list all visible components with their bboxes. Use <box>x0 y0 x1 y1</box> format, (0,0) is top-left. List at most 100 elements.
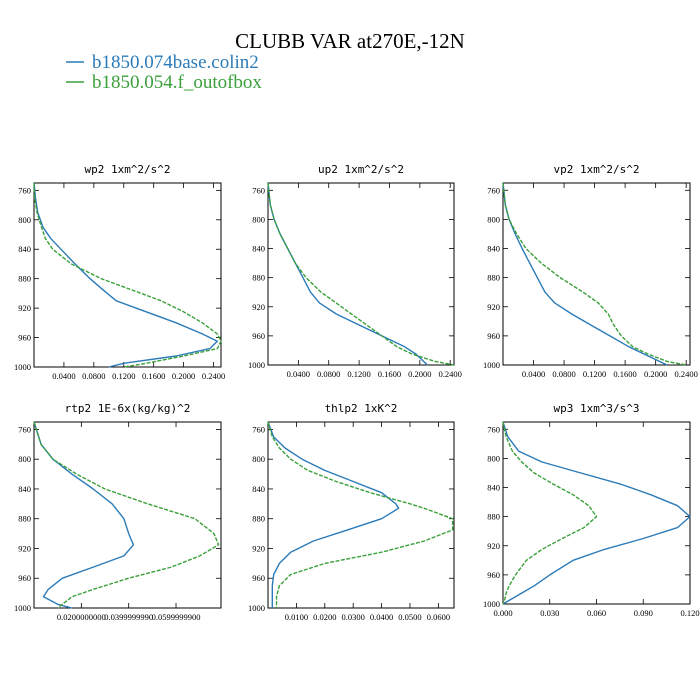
x-tick-label: 0.0300 <box>342 612 365 622</box>
series-line-outofbox <box>267 421 454 608</box>
plot-frame <box>502 182 691 366</box>
y-tick-label: 760 <box>252 185 265 195</box>
x-tick-label: 0.0599999900 <box>152 612 201 622</box>
panel-title: rtp2 1E-6x(kg/kg)^2 <box>65 402 191 415</box>
series-line-outofbox <box>33 182 222 368</box>
x-tick-label: 0.0200 <box>313 612 336 622</box>
y-tick-label: 760 <box>18 424 31 434</box>
panel-title: thlp2 1xK^2 <box>325 402 398 415</box>
y-tick-label: 800 <box>487 214 500 224</box>
series-line-outofbox <box>502 421 598 605</box>
panel-vp2: vp2 1xm^2/s^2 760 800 840 880 920 960 1000 0.040… <box>483 163 698 379</box>
y-tick-label: 800 <box>252 214 265 224</box>
y-tick-label: 1000 <box>248 360 265 370</box>
panel-wp3: wp3 1xm^3/s^3 760 800 840 880 920 960 10000.000… <box>483 402 700 618</box>
plot-frame <box>267 182 455 366</box>
series-line-base <box>33 182 219 368</box>
y-tick-label: 760 <box>487 424 500 434</box>
y-tick-label: 760 <box>18 185 31 195</box>
y-tick-label: 880 <box>18 514 31 524</box>
x-tick-label: 0.2400 <box>439 369 462 379</box>
y-tick-label: 1000 <box>483 599 500 609</box>
y-tick-label: 760 <box>252 424 265 434</box>
x-tick-label: 0.0400 <box>52 371 75 381</box>
y-tick-label: 840 <box>18 244 31 254</box>
y-tick-label: 800 <box>18 215 31 225</box>
panel-title: up2 1xm^2/s^2 <box>318 163 404 176</box>
y-tick-label: 880 <box>487 273 500 283</box>
x-tick-label: 0.0200000000 <box>57 612 106 622</box>
panel-title: wp3 1xm^3/s^3 <box>553 402 639 415</box>
y-tick-label: 880 <box>252 273 265 283</box>
y-tick-label: 840 <box>487 244 500 254</box>
x-tick-label: 0.1600 <box>613 369 636 379</box>
x-tick-label: 0.0400 <box>287 369 310 379</box>
panel-thlp2: thlp2 1xK^2 760 800 840 880 920 960 1000 0.0100 0… <box>248 402 455 622</box>
x-tick-label: 0.0800 <box>317 369 340 379</box>
y-tick-label: 920 <box>487 541 500 551</box>
y-tick-label: 1000 <box>14 362 31 372</box>
x-tick-label: 0.2000 <box>408 369 431 379</box>
y-tick-label: 1000 <box>248 603 265 613</box>
x-tick-label: 0.2000 <box>172 371 195 381</box>
y-tick-label: 1000 <box>483 360 500 370</box>
y-tick-label: 920 <box>252 543 265 553</box>
y-tick-label: 800 <box>252 454 265 464</box>
x-tick-label: 0.0800 <box>552 369 575 379</box>
x-tick-label: 0.0400 <box>522 369 545 379</box>
x-tick-label: 0.090 <box>634 608 653 618</box>
plot-frame <box>33 421 222 609</box>
y-tick-label: 840 <box>18 484 31 494</box>
y-tick-label: 840 <box>252 484 265 494</box>
panel-title: wp2 1xm^2/s^2 <box>84 163 170 176</box>
series-line-base <box>33 421 135 609</box>
y-tick-label: 960 <box>487 570 500 580</box>
x-tick-label: 0.000 <box>493 608 512 618</box>
y-tick-label: 960 <box>18 573 31 583</box>
series-line-outofbox <box>33 421 220 609</box>
x-tick-label: 0.1600 <box>378 369 401 379</box>
panel-title: vp2 1xm^2/s^2 <box>553 163 639 176</box>
y-tick-label: 800 <box>487 453 500 463</box>
legend-label-outofbox: b1850.054.f_outofbox <box>92 72 262 93</box>
x-tick-label: 0.1200 <box>583 369 606 379</box>
plot-frame <box>502 421 691 605</box>
x-tick-label: 0.0399999990 <box>104 612 153 622</box>
legend-label-base: b1850.074base.colin2 <box>92 52 259 73</box>
x-tick-label: 0.060 <box>587 608 606 618</box>
plot-frame <box>33 182 222 368</box>
y-tick-label: 880 <box>252 514 265 524</box>
y-tick-label: 920 <box>487 302 500 312</box>
figure-title: CLUBB VAR at270E,-12N <box>235 29 465 53</box>
panel-wp2: wp2 1xm^2/s^2 760 800 840 880 920 960 1000 0.040… <box>14 163 225 381</box>
y-tick-label: 960 <box>252 331 265 341</box>
series-line-outofbox <box>267 182 455 366</box>
y-tick-label: 920 <box>18 543 31 553</box>
x-tick-label: 0.0100 <box>285 612 308 622</box>
x-tick-label: 0.030 <box>540 608 559 618</box>
plot-frame <box>267 421 455 609</box>
x-tick-label: 0.1600 <box>142 371 165 381</box>
panel-up2: up2 1xm^2/s^2 760 800 840 880 920 960 1000 0.040… <box>248 163 462 379</box>
x-tick-label: 0.0400 <box>370 612 393 622</box>
y-tick-label: 840 <box>487 483 500 493</box>
x-tick-label: 0.2000 <box>644 369 667 379</box>
y-tick-label: 920 <box>18 303 31 313</box>
x-tick-label: 0.1200 <box>347 369 370 379</box>
y-tick-label: 800 <box>18 454 31 464</box>
y-tick-label: 960 <box>252 573 265 583</box>
y-tick-label: 1000 <box>14 603 31 613</box>
x-tick-label: 0.120 <box>680 608 699 618</box>
legend: b1850.074base.colin2 b1850.054.f_outofbo… <box>66 52 262 93</box>
y-tick-label: 760 <box>487 185 500 195</box>
series-line-base <box>267 421 400 608</box>
y-tick-label: 960 <box>18 333 31 343</box>
panels-grid: wp2 1xm^2/s^2 760 800 840 880 920 960 1000 0.040… <box>14 163 700 622</box>
y-tick-label: 920 <box>252 302 265 312</box>
x-tick-label: 0.2400 <box>202 371 225 381</box>
x-tick-label: 0.2400 <box>674 369 697 379</box>
x-tick-label: 0.0500 <box>398 612 421 622</box>
y-tick-label: 960 <box>487 331 500 341</box>
panel-rtp2: rtp2 1E-6x(kg/kg)^2 760 800 840 880 920 960 100… <box>14 402 222 622</box>
